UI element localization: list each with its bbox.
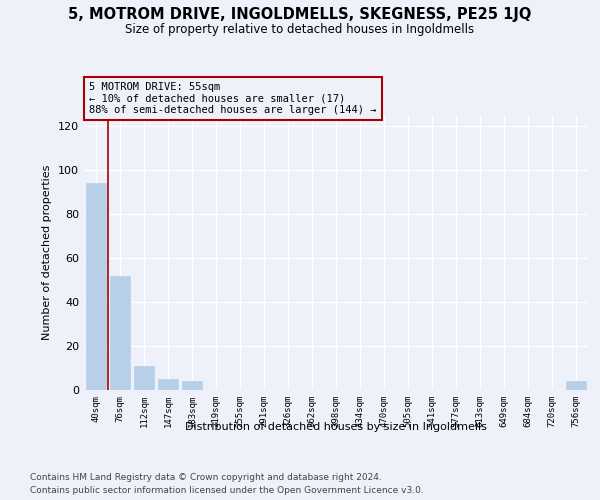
Text: Contains HM Land Registry data © Crown copyright and database right 2024.: Contains HM Land Registry data © Crown c… xyxy=(30,472,382,482)
Text: 5 MOTROM DRIVE: 55sqm
← 10% of detached houses are smaller (17)
88% of semi-deta: 5 MOTROM DRIVE: 55sqm ← 10% of detached … xyxy=(89,82,377,115)
Bar xyxy=(110,276,130,390)
Bar xyxy=(182,381,202,390)
Text: 5, MOTROM DRIVE, INGOLDMELLS, SKEGNESS, PE25 1JQ: 5, MOTROM DRIVE, INGOLDMELLS, SKEGNESS, … xyxy=(68,8,532,22)
Bar xyxy=(158,379,178,390)
Bar xyxy=(134,366,154,390)
Y-axis label: Number of detached properties: Number of detached properties xyxy=(43,165,52,340)
Text: Distribution of detached houses by size in Ingoldmells: Distribution of detached houses by size … xyxy=(185,422,487,432)
Text: Contains public sector information licensed under the Open Government Licence v3: Contains public sector information licen… xyxy=(30,486,424,495)
Bar xyxy=(86,183,106,390)
Bar xyxy=(566,381,586,390)
Text: Size of property relative to detached houses in Ingoldmells: Size of property relative to detached ho… xyxy=(125,22,475,36)
